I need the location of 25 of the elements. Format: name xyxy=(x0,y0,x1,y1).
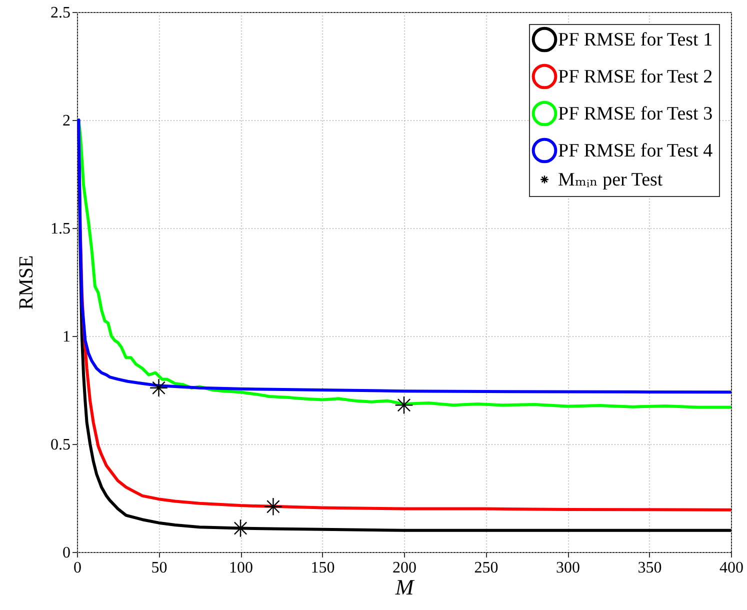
x-tick-label: 0 xyxy=(74,560,82,576)
y-tick-label: 0 xyxy=(62,544,70,562)
y-tick-label: 1.5 xyxy=(50,220,70,238)
y-tick-label: 0.5 xyxy=(50,436,70,454)
legend-label: PF RMSE for Test 3 xyxy=(558,104,713,124)
y-axis-title: RMSE xyxy=(16,255,38,310)
x-tick-label: 150 xyxy=(310,560,335,576)
x-tick-label: 350 xyxy=(638,560,662,576)
point xyxy=(264,497,282,516)
x-tick-label: 100 xyxy=(229,560,253,576)
x-tick-label: 50 xyxy=(151,560,168,576)
point xyxy=(394,396,414,414)
x-tick-label: 400 xyxy=(720,560,744,576)
legend-label: Mₘᵢₙ per Test xyxy=(558,170,664,190)
legend-label: PF RMSE for Test 4 xyxy=(558,140,714,162)
x-axis-title: M xyxy=(394,574,416,600)
x-tick-label: 250 xyxy=(474,560,498,576)
legend-label: PF RMSE for Test 2 xyxy=(558,66,713,88)
legend-label: PF RMSE for Test 1 xyxy=(558,30,713,50)
x-tick-label: 300 xyxy=(556,560,580,576)
y-tick-label: 2 xyxy=(62,112,70,130)
x-tick-label: 200 xyxy=(392,560,416,576)
y-tick-label: 2.5 xyxy=(50,4,70,22)
point xyxy=(149,378,168,398)
y-tick-label: 1 xyxy=(62,328,70,346)
